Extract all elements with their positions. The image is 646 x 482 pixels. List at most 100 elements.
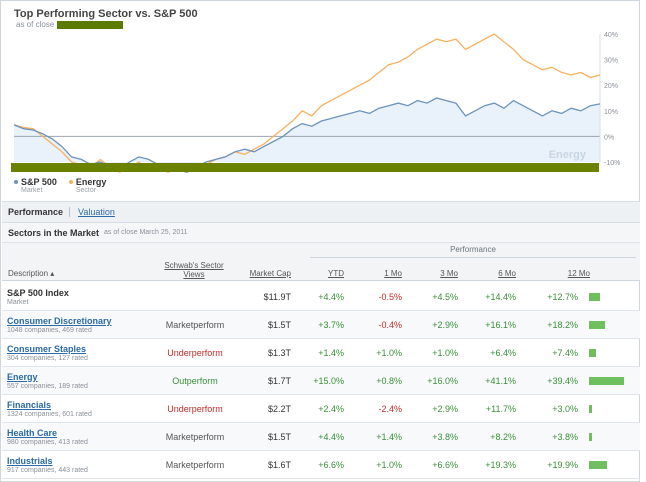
y-tick-label: 20%	[604, 83, 618, 90]
3mo-value: +16.0%	[427, 376, 458, 386]
12mo-value: +3.0%	[552, 404, 578, 414]
y-tick-label: -10%	[604, 160, 620, 167]
6mo-value: +14.4%	[485, 292, 516, 302]
y-tick-label: 30%	[604, 58, 618, 65]
market-cap-value: $1.7T	[267, 376, 291, 386]
3mo-value: +3.8%	[432, 432, 458, 442]
sp500-area	[14, 98, 600, 173]
sector-name-cell: Consumer Discretionary 1048 companies, 46…	[7, 311, 112, 339]
sector-name-cell: Consumer Staples 304 companies, 127 rated	[7, 339, 88, 367]
ytd-value: +6.6%	[318, 460, 344, 470]
tab-valuation[interactable]: Valuation	[78, 207, 115, 217]
market-cap-value: $1.5T	[267, 320, 291, 330]
sector-sub: 1324 companies, 601 rated	[7, 411, 92, 418]
y-tick-label: 0%	[604, 134, 614, 141]
12mo-performance-bar	[589, 377, 624, 385]
chart-legend: S&P 500 Market Energy Sector	[14, 177, 106, 194]
sector-name-cell: Financials 1324 companies, 601 rated	[7, 395, 92, 423]
legend-dot-sp500	[14, 180, 18, 184]
redacted-date	[57, 20, 124, 29]
1mo-value: -0.4%	[378, 320, 402, 330]
col-3mo[interactable]: 3 Mo	[440, 269, 458, 278]
sector-sub: 304 companies, 127 rated	[7, 355, 88, 362]
sector-view: Underperform	[167, 348, 223, 358]
sector-sub: 917 companies, 443 rated	[7, 467, 88, 474]
performance-group-header: Performance	[310, 245, 636, 258]
col-6mo[interactable]: 6 Mo	[498, 269, 516, 278]
sector-view	[152, 283, 238, 311]
1mo-value: +1.0%	[376, 460, 402, 470]
6mo-value: +6.4%	[490, 348, 516, 358]
market-cap-value: $11.9T	[263, 292, 291, 302]
sector-name[interactable]: Energy	[7, 372, 38, 382]
12mo-performance-bar	[589, 461, 607, 469]
12mo-performance-bar	[589, 405, 592, 413]
sector-sub: Market	[7, 299, 29, 306]
sector-name[interactable]: Industrials	[7, 456, 53, 466]
legend-item-energy: Energy Sector	[68, 177, 107, 194]
12mo-performance-bar	[589, 433, 592, 441]
col-market-cap[interactable]: Market Cap	[249, 269, 291, 278]
table-row: Industrials 917 companies, 443 rated Marke…	[2, 451, 640, 479]
tab-bar: Performance Valuation	[2, 201, 640, 223]
sector-view: Outperform	[172, 376, 218, 386]
ytd-value: +15.0%	[313, 376, 344, 386]
chart-panel: 40% 30% 20% 10% 0% -10% Energy Top Performing …	[2, 2, 640, 200]
6mo-value: +11.7%	[485, 404, 516, 414]
sector-view: Marketperform	[165, 460, 225, 470]
sector-name[interactable]: Consumer Discretionary	[7, 316, 112, 326]
table-row: Financials 1324 companies, 601 rated Under…	[2, 395, 640, 423]
1mo-value: -2.4%	[378, 404, 402, 414]
tab-performance[interactable]: Performance	[8, 207, 64, 217]
tab-divider	[69, 207, 71, 217]
sector-sub: 557 companies, 189 rated	[7, 383, 88, 390]
sector-name-cell: Industrials 917 companies, 443 rated	[7, 451, 88, 479]
12mo-performance-bar	[589, 293, 600, 301]
table-row: Health Care 980 companies, 413 rated Marke…	[2, 423, 640, 451]
legend-sub: Sector	[75, 187, 97, 194]
y-tick-label: 10%	[604, 109, 618, 116]
section-asof: as of close March 25, 2011	[104, 229, 188, 236]
ytd-value: +1.4%	[318, 348, 344, 358]
market-cap-value: $1.3T	[267, 348, 291, 358]
y-tick-label: 40%	[604, 32, 618, 39]
col-12mo[interactable]: 12 Mo	[567, 269, 590, 278]
sector-name[interactable]: Consumer Staples	[7, 344, 87, 354]
sector-name[interactable]: Health Care	[7, 428, 58, 438]
sector-view: Marketperform	[165, 320, 225, 330]
12mo-value: +3.8%	[552, 432, 578, 442]
sector-name-cell: S&P 500 Index Market	[7, 283, 69, 311]
3mo-value: +2.9%	[432, 320, 458, 330]
ytd-value: +3.7%	[318, 320, 344, 330]
6mo-value: +8.2%	[490, 432, 516, 442]
table-row: Consumer Discretionary 1048 companies, 46…	[2, 311, 640, 339]
market-cap-value: $1.5T	[267, 432, 291, 442]
3mo-value: +2.9%	[432, 404, 458, 414]
col-1mo[interactable]: 1 Mo	[384, 269, 402, 278]
sector-view: Underperform	[167, 404, 223, 414]
12mo-value: +12.7%	[547, 292, 578, 302]
1mo-value: +1.4%	[376, 432, 402, 442]
legend-item-sp500: S&P 500 Market	[14, 177, 57, 194]
sector-name[interactable]: Financials	[7, 400, 52, 410]
1mo-value: +1.0%	[376, 348, 402, 358]
12mo-performance-bar	[589, 321, 605, 329]
col-description[interactable]: Description ▴	[8, 269, 55, 278]
legend-sub: Market	[21, 187, 43, 194]
line-chart: 40% 30% 20% 10% 0% -10% Energy	[13, 32, 620, 173]
3mo-value: +4.5%	[432, 292, 458, 302]
sector-name-cell: Health Care 980 companies, 413 rated	[7, 423, 88, 451]
6mo-value: +41.1%	[485, 376, 516, 386]
12mo-value: +19.9%	[547, 460, 578, 470]
sector-sub: 980 companies, 413 rated	[7, 439, 88, 446]
12mo-performance-bar	[589, 349, 596, 357]
col-ytd[interactable]: YTD	[328, 269, 344, 278]
table-row: S&P 500 Index Market $11.9T +4.4% -0.5% +4.5%…	[2, 283, 640, 311]
12mo-value: +18.2%	[547, 320, 578, 330]
3mo-value: +6.6%	[432, 460, 458, 470]
legend-name: Energy	[75, 177, 107, 187]
3mo-value: +1.0%	[432, 348, 458, 358]
col-sector-views[interactable]: Schwab's Sector Views	[164, 261, 224, 279]
1mo-value: -0.5%	[378, 292, 402, 302]
